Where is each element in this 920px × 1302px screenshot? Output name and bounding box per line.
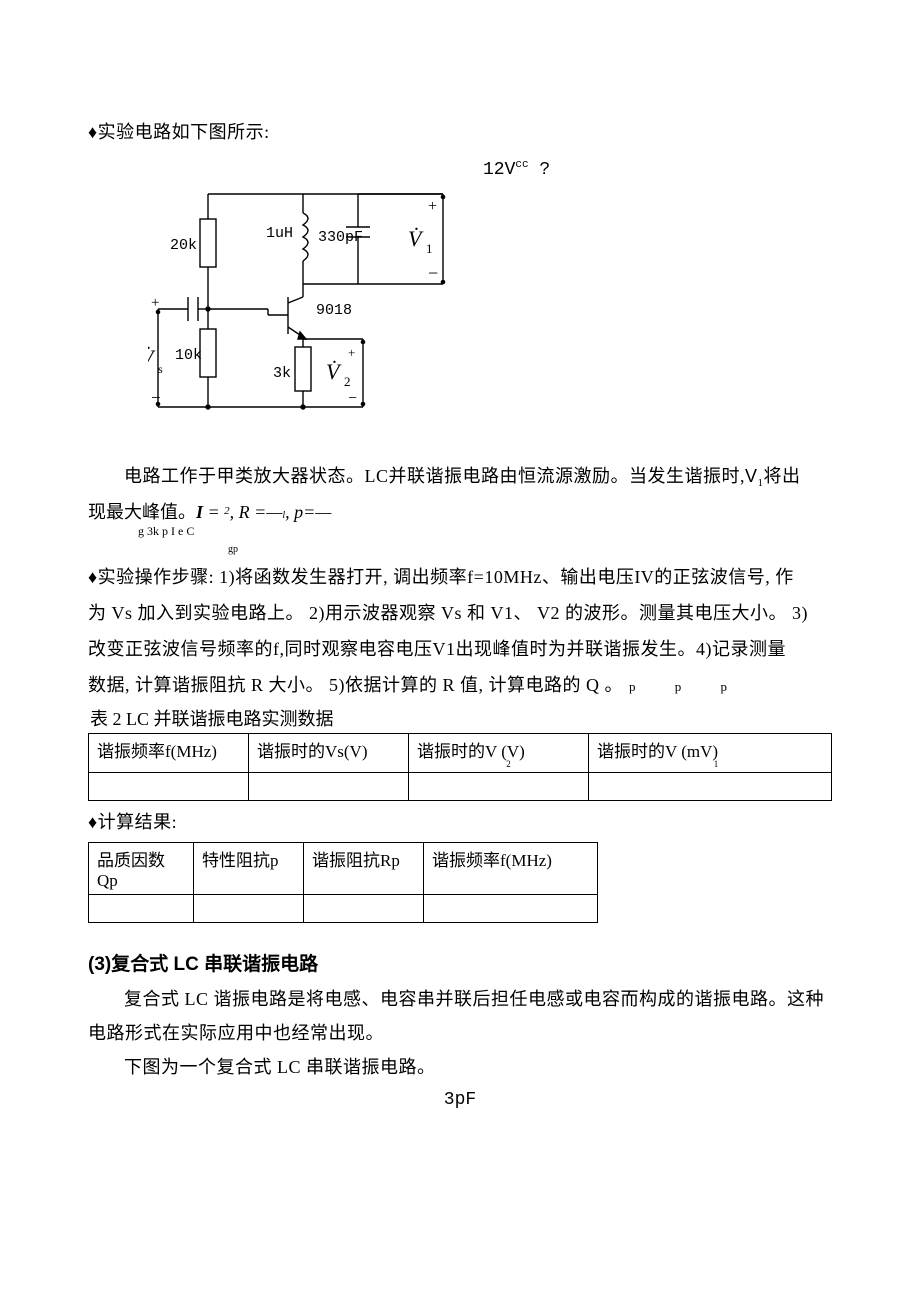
- table-row: [89, 894, 598, 922]
- th-p: 特性阻抗p: [194, 842, 304, 894]
- step-3: 改变正弦波信号频率的f,同时观察电容电压V1出现峰值时为并联谐振发生。4)记录测…: [88, 631, 832, 667]
- circuit-svg: 20k 1uH 330pF 9018 10k 3k + − V̇ 1 + − V…: [148, 179, 458, 441]
- bottom-3pf: 3pF: [88, 1090, 832, 1110]
- svg-text:2: 2: [344, 374, 351, 389]
- svg-text:V̇: V̇: [408, 226, 424, 251]
- formula-line: 现最大峰值。I = 2, R =—l, p=— g 3k p I e C gp: [88, 499, 832, 559]
- th-rp: 谐振阻抗Rp: [304, 842, 424, 894]
- svg-text:+: +: [151, 295, 159, 311]
- step-2: 为 Vs 加入到实验电路上。 2)用示波器观察 Vs 和 V1、 V2 的波形。…: [88, 595, 832, 631]
- table1-caption: 表 2 LC 并联谐振电路实测数据: [90, 705, 832, 731]
- step-1: ♦实验操作步骤: 1)将函数发生器打开, 调出频率f=10MHz、输出电压IV的…: [88, 559, 832, 595]
- svg-text:−: −: [151, 388, 161, 407]
- results-label: ♦计算结果:: [88, 805, 832, 839]
- table-row: 品质因数Qp 特性阻抗p 谐振阻抗Rp 谐振频率f(MHz): [89, 842, 598, 894]
- table-row: 谐振频率f(MHz) 谐振时的Vs(V) 谐振时的V (V)2 谐振时的V (m…: [89, 734, 832, 773]
- section3-p1b: 电路形式在实际应用中也经常出现。: [88, 1016, 832, 1050]
- svg-text:−: −: [428, 263, 438, 283]
- label-20k: 20k: [170, 237, 197, 254]
- step-4: 数据, 计算谐振阻抗 R 大小。 5)依据计算的 R 值, 计算电路的 Q 。p…: [88, 667, 832, 703]
- table2: 品质因数Qp 特性阻抗p 谐振阻抗Rp 谐振频率f(MHz): [88, 842, 598, 923]
- table1: 谐振频率f(MHz) 谐振时的Vs(V) 谐振时的V (V)2 谐振时的V (m…: [88, 733, 832, 801]
- svg-text:+: +: [428, 198, 437, 215]
- vcc-label: 12Vcc ?: [483, 159, 550, 180]
- label-330pF: 330pF: [318, 229, 363, 246]
- intro-line: ♦实验电路如下图所示:: [88, 115, 832, 149]
- section3-p2: 下图为一个复合式 LC 串联谐振电路。: [88, 1050, 832, 1084]
- label-3k: 3k: [273, 365, 291, 382]
- steps-block: ♦实验操作步骤: 1)将函数发生器打开, 调出频率f=10MHz、输出电压IV的…: [88, 559, 832, 703]
- th-f: 谐振频率f(MHz): [424, 842, 598, 894]
- th-freq: 谐振频率f(MHz): [89, 734, 249, 773]
- svg-text:s: s: [158, 362, 163, 376]
- circuit-diagram: 12Vcc ?: [148, 159, 832, 449]
- th-qp: 品质因数Qp: [89, 842, 194, 894]
- svg-text:−: −: [348, 390, 357, 407]
- th-v1: 谐振时的V (mV)1: [589, 734, 832, 773]
- svg-text:V̇: V̇: [148, 345, 156, 370]
- th-vs: 谐振时的Vs(V): [249, 734, 409, 773]
- label-1uH: 1uH: [266, 225, 293, 242]
- label-9018: 9018: [316, 302, 352, 319]
- svg-text:1: 1: [426, 241, 433, 256]
- table-row: [89, 773, 832, 801]
- section3-heading: (3)复合式 LC 串联谐振电路: [88, 949, 832, 976]
- para1: 电路工作于甲类放大器状态。LC并联谐振电路由恒流源激励。当发生谐振时,V1将出: [88, 459, 832, 493]
- svg-text:+: +: [348, 345, 355, 360]
- section3-p1: 复合式 LC 谐振电路是将电感、电容串并联后担任电感或电容而构成的谐振电路。这种: [88, 982, 832, 1016]
- label-10k: 10k: [175, 347, 202, 364]
- th-v2: 谐振时的V (V)2: [409, 734, 589, 773]
- svg-text:V̇: V̇: [326, 359, 342, 384]
